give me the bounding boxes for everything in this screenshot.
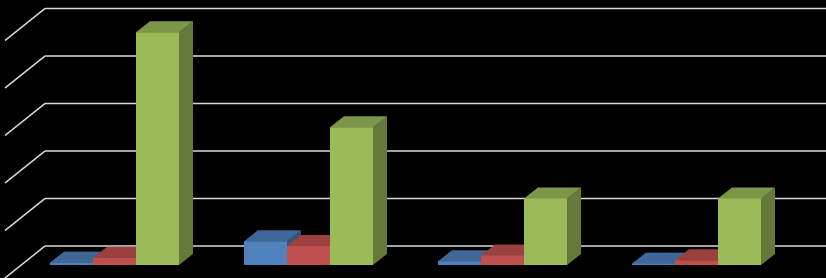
grid-line: [4, 7, 826, 42]
bar-front: [632, 263, 675, 265]
bar-top: [50, 251, 107, 263]
bar-front: [50, 262, 93, 265]
grid-line: [4, 55, 826, 89]
bar-top: [524, 187, 581, 199]
grid-line-floor: [4, 7, 46, 42]
bar-side: [373, 116, 387, 265]
grid-line: [4, 197, 826, 232]
bar: [524, 187, 581, 265]
bar-front: [438, 261, 481, 265]
bar-top: [287, 235, 344, 246]
grid-line-floor: [4, 55, 46, 89]
bar-top: [718, 187, 775, 199]
bar-front: [244, 241, 287, 265]
bar: [330, 116, 387, 265]
bar-side: [179, 21, 193, 265]
grid-line-floor: [4, 197, 46, 232]
grid-line-floor: [4, 102, 46, 137]
bar-top: [438, 250, 495, 262]
bar-top: [330, 116, 387, 128]
bar-front: [93, 257, 136, 265]
grid-line-floor: [4, 150, 46, 184]
grid-line: [4, 102, 826, 137]
grid-line-floor: [4, 245, 46, 278]
grid-line: [4, 150, 826, 184]
bar-front: [675, 260, 718, 265]
bar: [718, 187, 775, 265]
bar-top: [244, 230, 301, 242]
bar-front: [718, 198, 761, 265]
bar-front: [524, 198, 567, 265]
bar-top: [93, 246, 150, 258]
bar-top: [632, 252, 689, 264]
bar-top: [481, 244, 538, 256]
bar-top: [136, 21, 193, 33]
bar: [136, 21, 193, 265]
bar-front: [287, 246, 330, 265]
bar-front: [136, 32, 179, 265]
bar-top: [675, 249, 732, 261]
bar-side: [567, 187, 581, 265]
bar-side: [761, 187, 775, 265]
bar-front: [481, 255, 524, 265]
bar-front: [330, 127, 373, 265]
